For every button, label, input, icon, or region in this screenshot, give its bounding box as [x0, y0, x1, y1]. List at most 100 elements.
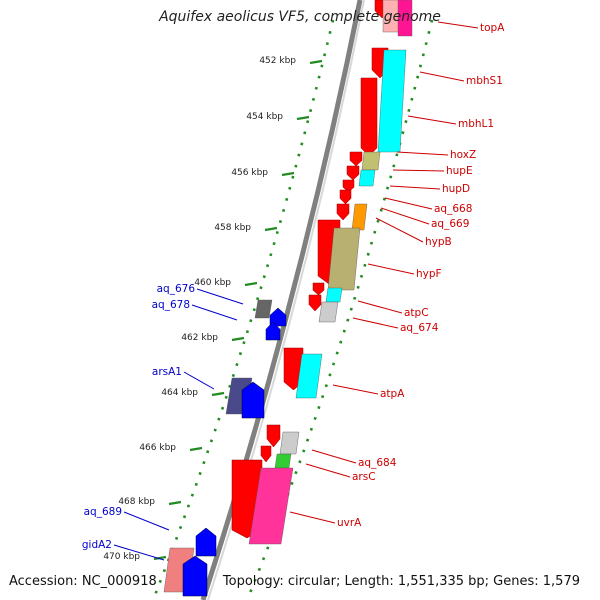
tick-mark: [211, 391, 225, 397]
feature-box-hup: [358, 169, 376, 187]
topology-text: Topology: circular; Length: 1,551,335 bp…: [222, 574, 580, 589]
tick-mark: [153, 555, 167, 561]
forward-gene-leader: [352, 317, 399, 329]
reverse-gene-glyph: [265, 321, 281, 341]
accession-text: Accession: NC_000918: [9, 574, 157, 589]
tick-label: 456 kbp: [231, 168, 268, 178]
forward-gene-leader: [289, 511, 336, 524]
forward-gene-glyph: [336, 203, 350, 221]
reverse-gene-leader: [183, 371, 215, 390]
forward-gene-glyph: [346, 165, 360, 181]
forward-gene-leader: [367, 263, 415, 275]
forward-gene-leader: [396, 151, 449, 156]
tick-label: 452 kbp: [259, 56, 296, 66]
forward-gene-label: hupD: [442, 183, 470, 195]
feature-boxes: [163, 0, 413, 593]
forward-gene-label: hypB: [425, 236, 452, 248]
reverse-gene-glyph: [241, 381, 265, 419]
tick-label: 460 kbp: [194, 278, 231, 288]
tick-mark: [189, 446, 203, 452]
tick-mark: [281, 171, 295, 177]
forward-gene-glyph: [308, 294, 322, 312]
tick-mark: [168, 500, 182, 506]
forward-gene-leader: [437, 21, 479, 29]
tick-mark: [296, 115, 310, 121]
forward-gene-glyph: [312, 282, 325, 296]
forward-gene-label: uvrA: [337, 517, 362, 529]
tick-label: 458 kbp: [214, 223, 251, 233]
reverse-gene-label: aq_678: [152, 299, 190, 311]
tick-label: 470 kbp: [103, 552, 140, 562]
tick-mark: [244, 281, 258, 287]
reverse-gene-glyph: [195, 527, 217, 557]
guide-line-outer: [246, 19, 434, 599]
forward-gene-leader: [311, 449, 357, 464]
tick-label: 464 kbp: [161, 388, 198, 398]
feature-box-topA-cds: [397, 0, 413, 37]
forward-gene-label: aq_684: [358, 457, 397, 469]
forward-gene-leader: [419, 71, 465, 82]
guide-line-inner: [153, 19, 335, 596]
tick-mark: [231, 336, 245, 342]
tick-group: 452 kbp 454 kbp 456 kbp 458 kbp 460 kbp 462 k…: [103, 56, 323, 562]
reverse-gene-label: aq_689: [84, 506, 122, 518]
forward-gene-glyph: [339, 189, 352, 205]
reverse-gene-labels: aq_676 aq_678 arsA1 aq_689 gidA2: [82, 283, 244, 561]
forward-gene-leader: [305, 463, 351, 478]
forward-gene-leader: [375, 217, 424, 243]
forward-gene-label: hupE: [446, 165, 473, 177]
forward-gene-leader: [407, 115, 457, 125]
reverse-gene-label: arsA1: [152, 366, 182, 378]
forward-gene-label: topA: [480, 22, 505, 34]
forward-gene-leader: [389, 185, 441, 190]
feature-box-aq674: [318, 301, 339, 323]
top-band: [0, 0, 600, 4]
feature-box-uvrA: [248, 467, 294, 545]
forward-gene-glyph: [342, 179, 355, 193]
feature-box-hox: [361, 151, 381, 171]
tick-label: 468 kbp: [118, 497, 155, 507]
forward-gene-leader: [357, 300, 403, 314]
forward-gene-glyph: [260, 445, 272, 463]
feature-box-hypF: [327, 227, 361, 291]
forward-gene-label: aq_668: [434, 203, 472, 215]
feature-box-atpC: [325, 287, 343, 303]
forward-gene-label: aq_669: [431, 218, 469, 230]
forward-gene-label: atpC: [404, 307, 429, 319]
map-title: Aquifex aeolicus VF5, complete genome: [159, 9, 441, 25]
tick-label: 454 kbp: [246, 112, 283, 122]
tick-mark: [264, 226, 278, 232]
tick-label: 466 kbp: [139, 443, 176, 453]
reverse-gene-label: gidA2: [82, 539, 112, 551]
tick-label: 462 kbp: [181, 333, 218, 343]
forward-gene-leader: [332, 384, 379, 395]
reverse-strand-genes: [182, 299, 287, 597]
forward-gene-leader: [384, 197, 433, 210]
feature-box-arsC: [274, 453, 292, 469]
forward-gene-label: mbhS1: [466, 75, 503, 87]
reverse-gene-glyph: [182, 555, 208, 597]
feature-box-atpA: [295, 353, 323, 399]
reverse-gene-leader: [123, 511, 170, 531]
genome-backbone: [200, 0, 363, 600]
forward-gene-label: aq_674: [400, 322, 439, 334]
tick-mark: [309, 59, 323, 65]
forward-gene-labels: topA mbhS1 mbhL1 hoxZ hupE hupD aq_668 aq_669hy…: [289, 21, 505, 529]
forward-gene-leader: [392, 169, 445, 172]
forward-gene-glyph: [360, 77, 378, 157]
reverse-gene-leader: [113, 544, 165, 561]
reverse-gene-label: aq_676: [157, 283, 196, 295]
reverse-gene-glyph: [269, 307, 287, 327]
reverse-gene-box-aq676: [254, 299, 273, 319]
forward-gene-glyph: [266, 424, 281, 448]
reverse-gene-leader: [196, 288, 244, 305]
feature-box-hyp-orange: [351, 203, 368, 231]
forward-gene-label: mbhL1: [458, 118, 494, 130]
forward-gene-glyph: [349, 151, 363, 167]
reverse-gene-leader: [191, 304, 238, 321]
feature-box-aq684: [279, 431, 300, 455]
forward-gene-label: hoxZ: [450, 149, 476, 161]
forward-gene-label: hypF: [416, 268, 442, 280]
